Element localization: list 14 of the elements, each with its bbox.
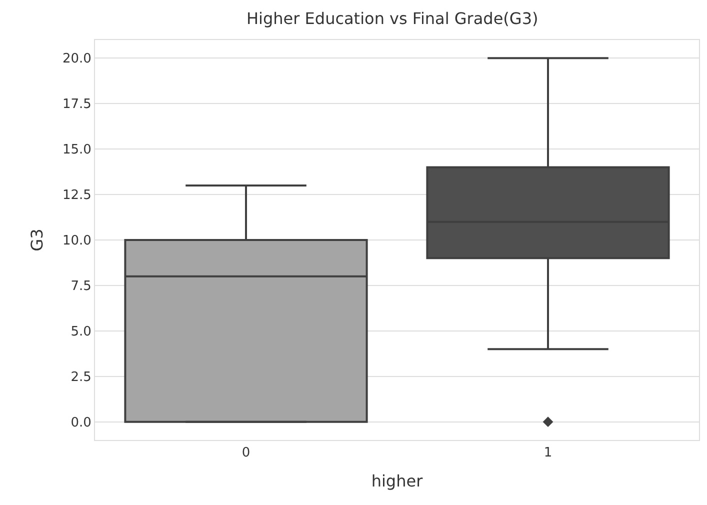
y-tick-label: 2.5: [70, 370, 92, 385]
x-axis-title: higher: [371, 471, 424, 490]
y-tick-label: 0.0: [70, 415, 92, 430]
y-tick-label: 10.0: [62, 234, 92, 249]
y-tick-label: 20.0: [62, 52, 92, 67]
y-tick-label: 17.5: [62, 97, 92, 112]
y-axis-title: G3: [27, 228, 46, 252]
y-tick-label: 15.0: [62, 142, 92, 158]
x-tick-label: 0: [242, 446, 250, 461]
y-tick-label: 12.5: [62, 188, 92, 204]
y-tick-label: 5.0: [70, 324, 92, 340]
x-tick-label: 1: [544, 446, 552, 461]
chart-title: Higher Education vs Final Grade(G3): [246, 8, 538, 28]
y-tick-label: 7.5: [70, 279, 92, 294]
